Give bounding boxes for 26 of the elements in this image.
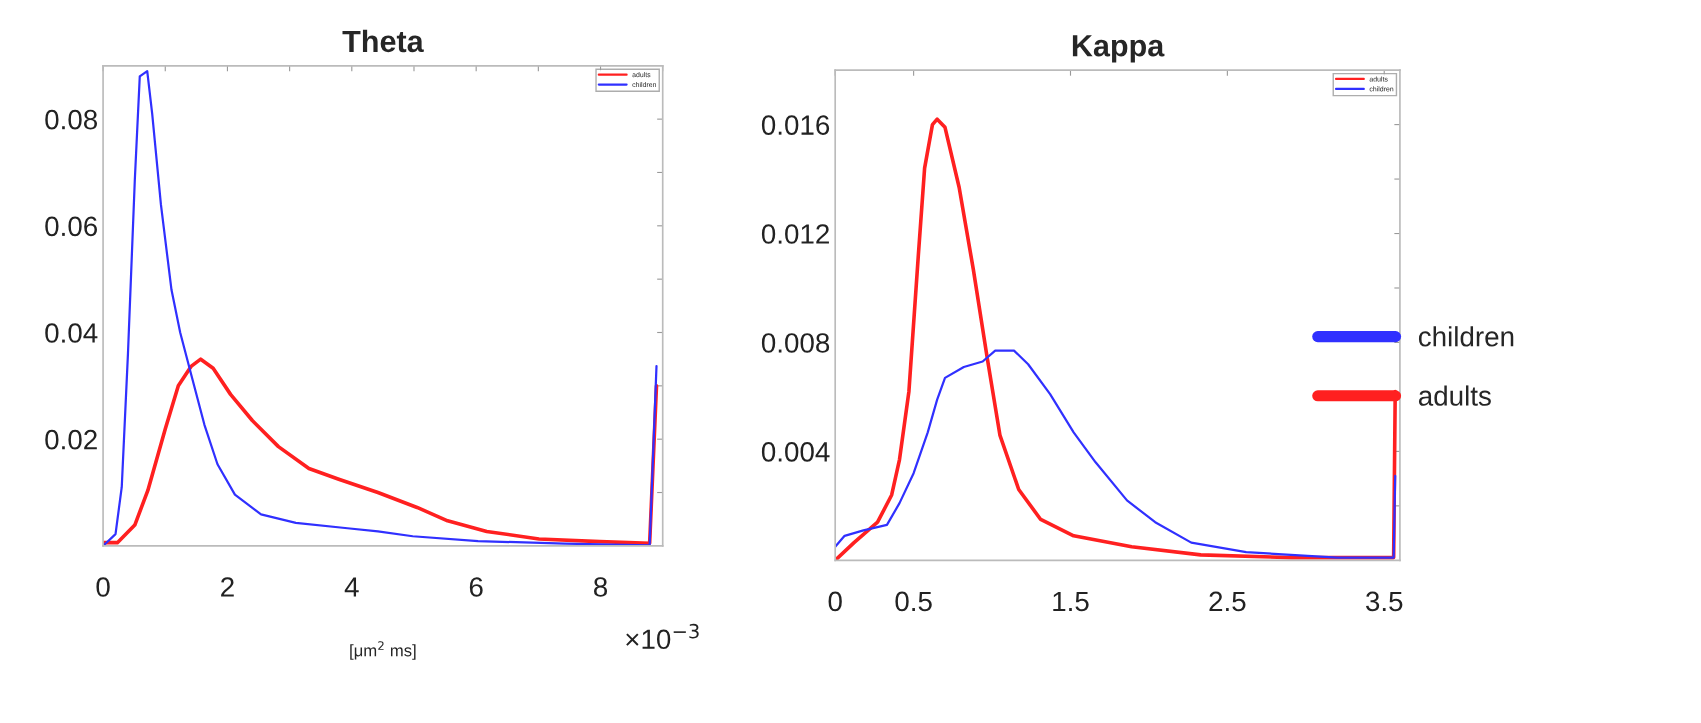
chart-title: Kappa	[1072, 35, 1165, 63]
line-series	[103, 70, 658, 546]
x-tick-label: 6	[469, 577, 483, 597]
x-tick-label: 1.5	[1053, 591, 1089, 612]
x-tick-label: 3.5	[1365, 591, 1403, 612]
y-tick-label: 0.008	[761, 333, 830, 353]
y-tick-label: 0.06	[45, 216, 97, 237]
x-tick-label: 0	[828, 591, 842, 612]
x-tick-label: 8	[594, 577, 608, 597]
x-tick-label: 0.5	[895, 591, 932, 612]
line-series	[835, 349, 1397, 559]
y-tick-label: 0.08	[45, 109, 98, 130]
y-tick-label: 0.02	[45, 429, 97, 450]
y-tick-label: 0.012	[761, 224, 829, 244]
x-tick-label: 2	[221, 577, 234, 597]
y-tick-label: 0.04	[45, 323, 98, 343]
text: ×10$^{−3}$	[626, 623, 699, 650]
text: children	[1418, 326, 1514, 347]
x-axis-title: [μm$^{2}$ ms]	[350, 641, 416, 660]
chart-title: Theta	[342, 29, 424, 53]
legend-label: adults	[1418, 385, 1491, 406]
x-tick-label: 4	[344, 577, 359, 597]
x-tick-label: 0	[96, 577, 110, 597]
y-tick-label: 0.004	[761, 442, 830, 462]
y-tick-label: 0.016	[761, 115, 830, 135]
x-tick-label: 2.5	[1209, 591, 1246, 612]
